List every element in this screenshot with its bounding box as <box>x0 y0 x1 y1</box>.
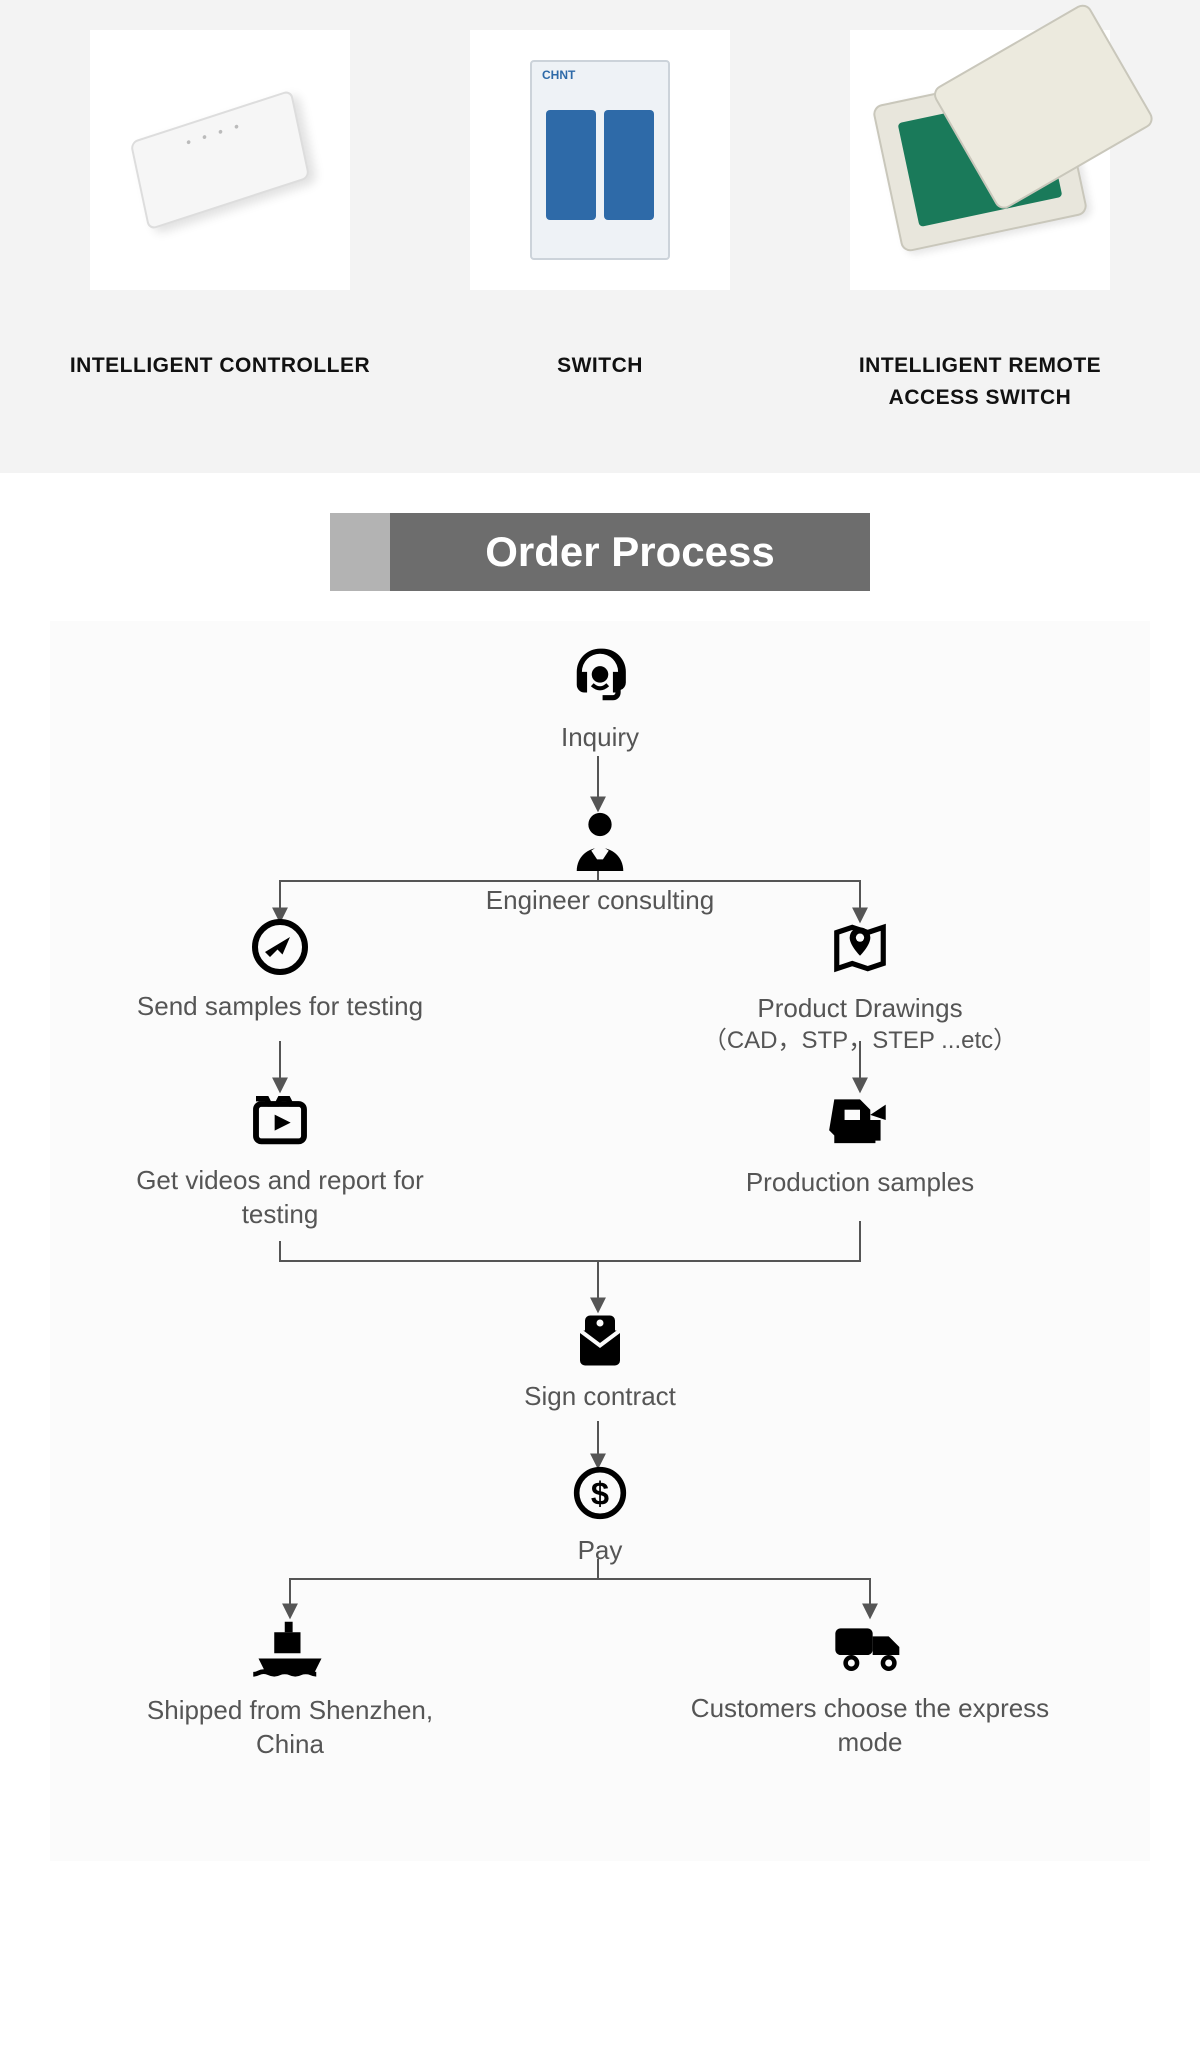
flow-node-prodsamples: Production samples <box>690 1087 1030 1200</box>
order-process-header: Order Process <box>330 513 870 591</box>
product-image-switch: CHNT <box>470 30 730 290</box>
flow-node-videos: Get videos and report for testing <box>120 1089 440 1232</box>
flow-node-samples: Send samples for testing <box>130 917 430 1024</box>
product-card: INTELLIGENT REMOTE ACCESS SWITCH <box>820 30 1140 413</box>
product-image-controller <box>90 30 350 290</box>
map-pin-icon <box>829 917 891 984</box>
dollar-circle-icon: $ <box>572 1465 628 1526</box>
flow-sublabel: （CAD，STP，STEP ...etc） <box>703 1026 1017 1056</box>
flow-node-express: Customers choose the express mode <box>670 1615 1070 1760</box>
product-label: INTELLIGENT REMOTE ACCESS SWITCH <box>820 350 1140 413</box>
person-icon <box>565 807 635 876</box>
machine-icon <box>824 1087 896 1158</box>
flow-node-engineer: Engineer consulting <box>450 807 750 918</box>
product-label: INTELLIGENT CONTROLLER <box>70 350 370 382</box>
product-row: INTELLIGENT CONTROLLER CHNT SWITCH INTEL… <box>60 30 1140 413</box>
video-icon <box>248 1089 312 1156</box>
flow-label: Shipped from Shenzhen, China <box>110 1694 470 1762</box>
products-section: INTELLIGENT CONTROLLER CHNT SWITCH INTEL… <box>0 0 1200 473</box>
product-card: INTELLIGENT CONTROLLER <box>60 30 380 413</box>
controller-mock-icon <box>130 89 310 230</box>
flow-label: Get videos and report for testing <box>120 1164 440 1232</box>
flow-label: Production samples <box>746 1166 974 1200</box>
flow-node-inquiry: Inquiry <box>490 646 710 755</box>
flow-label: Send samples for testing <box>137 990 423 1024</box>
envelope-icon <box>570 1309 630 1372</box>
headset-icon <box>569 646 631 713</box>
flow-node-pay: $ Pay <box>520 1465 680 1568</box>
product-card: CHNT SWITCH <box>440 30 760 413</box>
flow-label: Inquiry <box>561 721 639 755</box>
flow-label: Engineer consulting <box>486 884 714 918</box>
header-title: Order Process <box>390 513 870 591</box>
header-accent <box>330 513 390 591</box>
order-process-flowchart: Inquiry Engineer consulting Send samples… <box>50 621 1150 1861</box>
remote-mock-icon <box>871 67 1088 253</box>
flow-label: Pay <box>578 1534 623 1568</box>
plane-circle-icon <box>250 917 310 982</box>
flow-label: Product Drawings <box>757 992 962 1026</box>
flow-label: Customers choose the express mode <box>670 1692 1070 1760</box>
ship-icon <box>248 1615 332 1686</box>
svg-text:$: $ <box>591 1475 609 1512</box>
truck-icon <box>830 1615 910 1684</box>
flow-node-drawings: Product Drawings （CAD，STP，STEP ...etc） <box>650 917 1070 1056</box>
product-image-remote <box>850 30 1110 290</box>
switch-mock-icon: CHNT <box>530 60 670 260</box>
flow-node-shipped: Shipped from Shenzhen, China <box>110 1615 470 1762</box>
flow-node-contract: Sign contract <box>480 1309 720 1414</box>
product-label: SWITCH <box>557 350 643 382</box>
flow-label: Sign contract <box>524 1380 676 1414</box>
brand-text: CHNT <box>542 68 575 82</box>
